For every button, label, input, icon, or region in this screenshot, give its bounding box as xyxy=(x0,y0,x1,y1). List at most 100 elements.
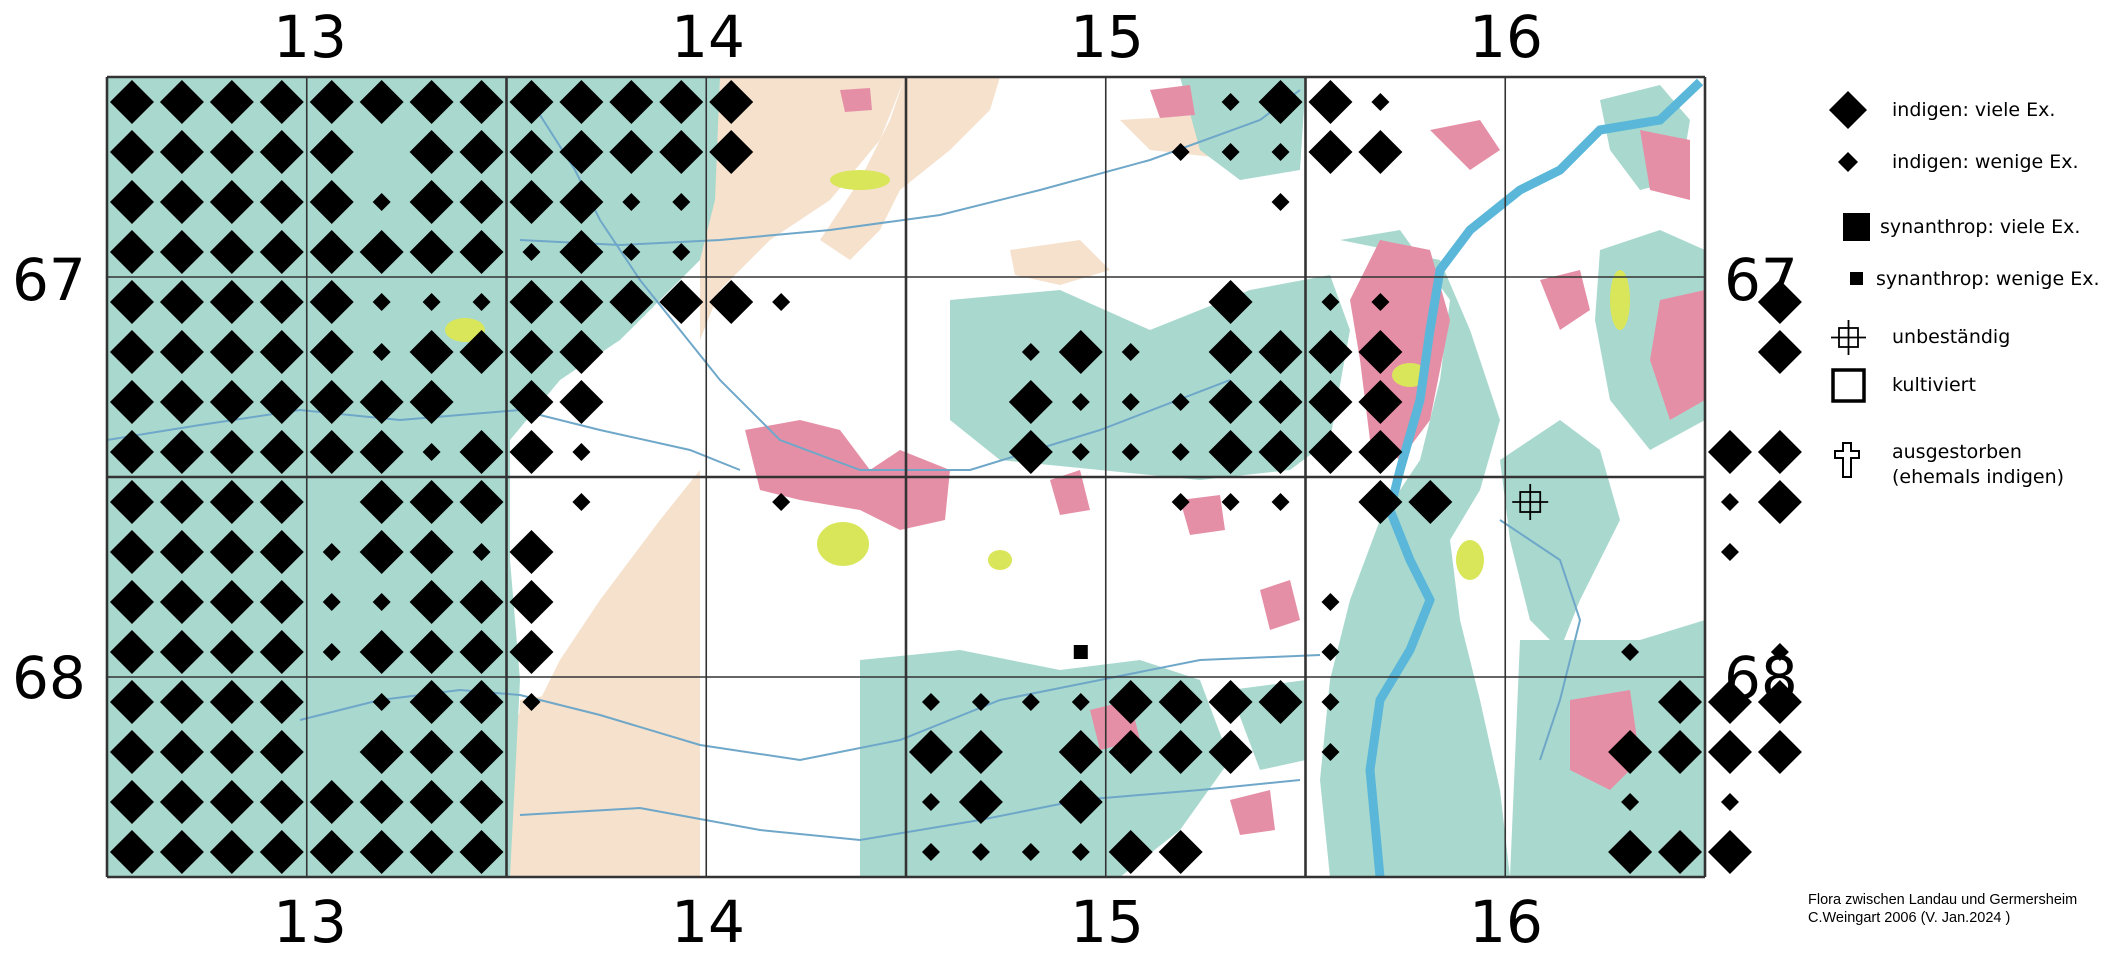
occurrence-small-diamond xyxy=(921,793,940,811)
occurrence-small-diamond xyxy=(672,243,691,261)
occurrence-small-diamond xyxy=(372,243,391,261)
settlement-area xyxy=(1050,470,1090,515)
occurrence-small-diamond xyxy=(372,593,391,611)
occurrence-large-diamond xyxy=(1707,730,1752,774)
occurrence-large-diamond xyxy=(259,680,304,724)
column-label-top: 13 xyxy=(273,3,347,71)
occurrence-large-diamond xyxy=(709,280,754,324)
occurrence-large-diamond xyxy=(1258,80,1303,124)
row-label-left: 68 xyxy=(12,644,86,712)
occurrence-large-diamond xyxy=(1058,780,1103,824)
column-label-bottom: 13 xyxy=(273,888,347,956)
occurrence-large-diamond xyxy=(159,80,204,124)
occurrence-large-diamond xyxy=(259,530,304,574)
occurrence-small-diamond xyxy=(622,243,641,261)
occurrence-large-diamond xyxy=(1158,730,1203,774)
occurrence-large-diamond xyxy=(659,130,704,174)
occurrence-large-diamond xyxy=(1308,430,1353,474)
occurrence-large-diamond xyxy=(309,230,354,274)
legend-label: unbeständig xyxy=(1892,326,2011,348)
settlement-area xyxy=(840,88,872,112)
settlement-area xyxy=(1150,85,1195,118)
map-grid xyxy=(105,75,1707,879)
occurrence-large-diamond xyxy=(209,730,254,774)
occurrence-large-diamond xyxy=(159,630,204,674)
occurrence-large-diamond xyxy=(209,830,254,874)
occurrence-small-diamond xyxy=(522,693,541,711)
legend-item-kultiviert: kultiviert xyxy=(1820,365,2110,405)
occurrence-large-diamond xyxy=(1258,680,1303,724)
occurrence-large-diamond xyxy=(409,630,454,674)
occurrence-small-diamond xyxy=(372,443,391,461)
settlement-area xyxy=(1650,290,1705,420)
credits-line2: C.Weingart 2006 (V. Jan.2024 ) xyxy=(1808,910,2011,926)
occurrence-large-diamond xyxy=(459,430,504,474)
occurrence-large-diamond xyxy=(159,580,204,624)
occurrence-large-diamond xyxy=(159,430,204,474)
occurrence-large-diamond xyxy=(459,630,504,674)
meadow-area xyxy=(830,170,890,190)
large-square-icon xyxy=(1843,213,1870,241)
occurrence-small-square xyxy=(1073,645,1088,659)
occurrence-large-diamond xyxy=(409,130,454,174)
occurrence-large-diamond xyxy=(1208,330,1253,374)
occurrence-large-diamond xyxy=(309,180,354,224)
occurrence-large-diamond xyxy=(1358,480,1403,524)
occurrence-large-diamond xyxy=(1108,680,1153,724)
occurrence-large-diamond xyxy=(659,280,704,324)
occurrence-large-diamond xyxy=(709,80,754,124)
occurrence-large-diamond xyxy=(109,830,154,874)
occurrence-small-diamond xyxy=(472,543,491,561)
forest-area xyxy=(950,275,1350,480)
creek xyxy=(106,408,741,471)
occurrence-large-diamond xyxy=(1108,730,1153,774)
occurrence-small-diamond xyxy=(522,243,541,261)
occurrence-large-diamond xyxy=(1208,380,1253,424)
occurrence-large-diamond xyxy=(309,830,354,874)
settlement-area xyxy=(1180,495,1225,535)
legend-label-line2: (ehemals indigen) xyxy=(1892,466,2065,488)
occurrence-large-diamond xyxy=(659,80,704,124)
occurrence-large-diamond xyxy=(409,230,454,274)
occurrence-large-diamond xyxy=(409,580,454,624)
settlement-area xyxy=(745,420,950,530)
occurrence-small-diamond xyxy=(322,643,341,661)
occurrence-large-diamond xyxy=(159,130,204,174)
settlement-area xyxy=(1640,130,1690,200)
occurrence-large-diamond xyxy=(1208,280,1253,324)
occurrence-large-diamond xyxy=(309,280,354,324)
occurrence-small-diamond xyxy=(921,693,940,711)
occurrence-large-diamond xyxy=(459,180,504,224)
occurrence-large-diamond xyxy=(1208,680,1253,724)
occurrence-large-diamond xyxy=(1358,330,1403,374)
creek xyxy=(519,779,1301,842)
occurrence-large-diamond xyxy=(1358,130,1403,174)
occurrence-large-diamond xyxy=(509,280,554,324)
outline-square-icon xyxy=(1831,368,1866,403)
occurrence-large-diamond xyxy=(1258,380,1303,424)
occurrence-large-diamond xyxy=(209,180,254,224)
occurrence-small-diamond xyxy=(1171,393,1190,411)
occurrence-large-diamond xyxy=(1658,830,1703,874)
occurrence-large-diamond xyxy=(409,730,454,774)
occurrence-large-diamond xyxy=(159,730,204,774)
occurrence-large-diamond xyxy=(1608,730,1653,774)
occurrence-large-diamond xyxy=(209,130,254,174)
occurrence-large-diamond xyxy=(409,530,454,574)
occurrence-large-diamond xyxy=(159,480,204,524)
occurrence-small-diamond xyxy=(372,343,391,361)
occurrence-large-diamond xyxy=(109,630,154,674)
occurrence-large-diamond xyxy=(1158,680,1203,724)
occurrence-large-diamond xyxy=(309,330,354,374)
occurrence-crosshair-square xyxy=(1512,484,1549,520)
occurrence-small-diamond xyxy=(1621,643,1640,661)
occurrence-small-diamond xyxy=(1021,693,1040,711)
occurrence-large-diamond xyxy=(958,780,1003,824)
occurrence-small-diamond xyxy=(322,543,341,561)
occurrence-small-diamond xyxy=(1121,393,1140,411)
occurrence-small-diamond xyxy=(522,543,541,561)
occurrence-large-diamond xyxy=(509,580,554,624)
occurrence-large-diamond xyxy=(409,80,454,124)
occurrence-large-diamond xyxy=(1058,730,1103,774)
occurrence-small-diamond xyxy=(1720,493,1739,511)
